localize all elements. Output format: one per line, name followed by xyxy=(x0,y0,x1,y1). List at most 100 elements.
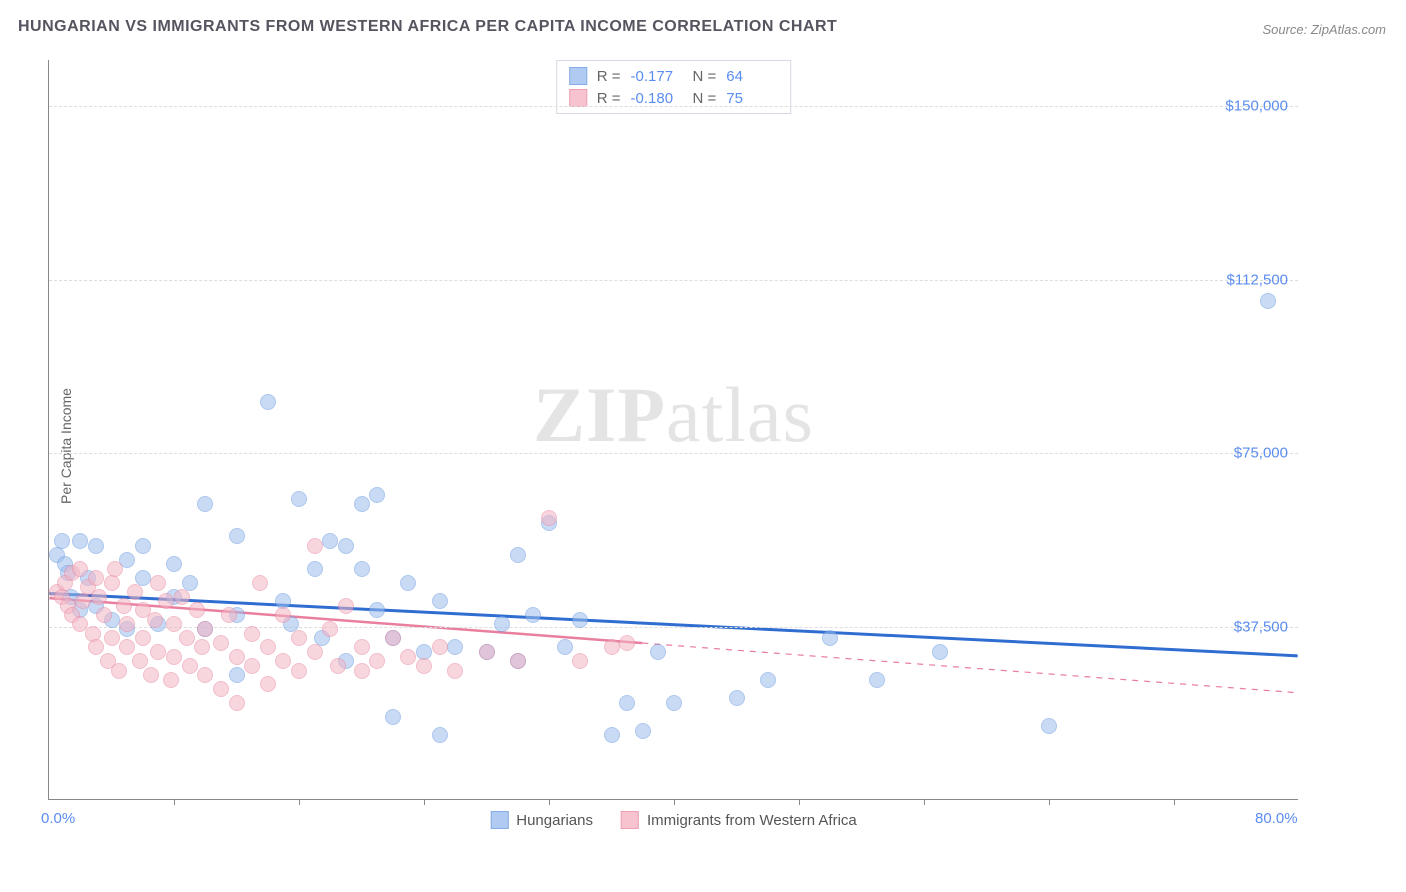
scatter-point xyxy=(252,575,268,591)
scatter-point xyxy=(447,639,463,655)
scatter-point xyxy=(104,630,120,646)
scatter-point xyxy=(1260,293,1276,309)
scatter-point xyxy=(525,607,541,623)
legend-label: Hungarians xyxy=(516,812,593,829)
scatter-point xyxy=(291,630,307,646)
y-tick-label: $75,000 xyxy=(1234,445,1288,462)
x-tick-mark xyxy=(924,799,925,805)
scatter-point xyxy=(197,621,213,637)
gridline xyxy=(49,106,1298,107)
scatter-point xyxy=(338,598,354,614)
scatter-point xyxy=(72,533,88,549)
scatter-point xyxy=(166,649,182,665)
chart-title: HUNGARIAN VS IMMIGRANTS FROM WESTERN AFR… xyxy=(18,18,837,36)
trend-line xyxy=(49,593,1297,655)
scatter-point xyxy=(338,538,354,554)
scatter-point xyxy=(557,639,573,655)
scatter-point xyxy=(119,639,135,655)
scatter-point xyxy=(869,672,885,688)
scatter-point xyxy=(244,658,260,674)
x-tick-mark xyxy=(424,799,425,805)
x-tick-mark xyxy=(299,799,300,805)
legend-swatch xyxy=(569,67,587,85)
scatter-point xyxy=(307,538,323,554)
plot-area: ZIPatlas R = -0.177N = 64R = -0.180N = 7… xyxy=(48,60,1298,800)
scatter-point xyxy=(572,653,588,669)
n-label: N = xyxy=(693,68,717,85)
gridline xyxy=(49,453,1298,454)
scatter-point xyxy=(369,602,385,618)
scatter-point xyxy=(322,621,338,637)
gridline xyxy=(49,280,1298,281)
scatter-point xyxy=(635,723,651,739)
scatter-point xyxy=(400,575,416,591)
scatter-point xyxy=(166,616,182,632)
scatter-point xyxy=(88,639,104,655)
scatter-point xyxy=(107,561,123,577)
scatter-point xyxy=(1041,718,1057,734)
scatter-point xyxy=(400,649,416,665)
scatter-point xyxy=(619,695,635,711)
scatter-point xyxy=(75,593,91,609)
x-tick-label: 80.0% xyxy=(1255,810,1298,827)
scatter-point xyxy=(96,607,112,623)
scatter-point xyxy=(307,644,323,660)
x-tick-mark xyxy=(674,799,675,805)
scatter-point xyxy=(760,672,776,688)
r-value: -0.180 xyxy=(631,90,683,107)
scatter-point xyxy=(54,533,70,549)
scatter-point xyxy=(104,575,120,591)
scatter-point xyxy=(182,658,198,674)
scatter-point xyxy=(322,533,338,549)
scatter-point xyxy=(150,575,166,591)
x-tick-mark xyxy=(174,799,175,805)
stats-row: R = -0.177 N = 64 xyxy=(569,65,779,87)
scatter-point xyxy=(432,593,448,609)
scatter-point xyxy=(354,496,370,512)
scatter-point xyxy=(666,695,682,711)
scatter-point xyxy=(494,616,510,632)
scatter-point xyxy=(158,593,174,609)
scatter-point xyxy=(510,547,526,563)
scatter-point xyxy=(229,667,245,683)
scatter-point xyxy=(229,695,245,711)
scatter-point xyxy=(510,653,526,669)
source-attribution: Source: ZipAtlas.com xyxy=(1262,22,1386,37)
scatter-point xyxy=(213,635,229,651)
scatter-point xyxy=(88,538,104,554)
legend-swatch xyxy=(621,811,639,829)
scatter-point xyxy=(432,727,448,743)
x-tick-mark xyxy=(1049,799,1050,805)
scatter-point xyxy=(447,663,463,679)
scatter-point xyxy=(150,644,166,660)
scatter-point xyxy=(822,630,838,646)
scatter-point xyxy=(604,727,620,743)
legend-item: Immigrants from Western Africa xyxy=(621,811,857,829)
scatter-point xyxy=(189,602,205,618)
scatter-point xyxy=(72,561,88,577)
scatter-point xyxy=(541,510,557,526)
scatter-point xyxy=(91,589,107,605)
legend-swatch xyxy=(490,811,508,829)
scatter-point xyxy=(416,658,432,674)
legend-item: Hungarians xyxy=(490,811,593,829)
scatter-point xyxy=(229,528,245,544)
gridline xyxy=(49,627,1298,628)
scatter-point xyxy=(385,709,401,725)
r-value: -0.177 xyxy=(631,68,683,85)
scatter-point xyxy=(369,487,385,503)
bottom-legend: Hungarians Immigrants from Western Africa xyxy=(490,811,857,829)
r-label: R = xyxy=(597,68,621,85)
scatter-point xyxy=(244,626,260,642)
scatter-point xyxy=(260,676,276,692)
scatter-point xyxy=(132,653,148,669)
scatter-point xyxy=(572,612,588,628)
scatter-point xyxy=(729,690,745,706)
scatter-point xyxy=(116,598,132,614)
trend-line-extrapolated xyxy=(642,643,1297,693)
n-label: N = xyxy=(693,90,717,107)
n-value: 64 xyxy=(726,68,778,85)
scatter-point xyxy=(354,663,370,679)
scatter-point xyxy=(619,635,635,651)
scatter-point xyxy=(291,663,307,679)
